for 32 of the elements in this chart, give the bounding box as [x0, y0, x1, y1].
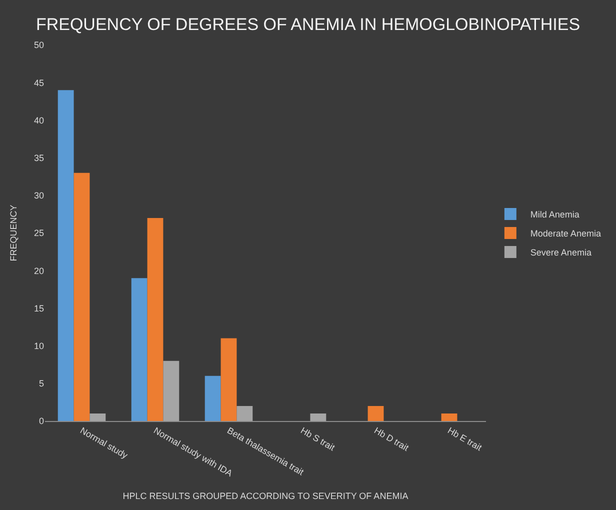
bar [163, 360, 180, 421]
bar [204, 376, 221, 421]
y-tick-label: 15 [34, 303, 44, 314]
x-tick-label: Hb D trait [372, 425, 411, 454]
x-axis-title: HPLC RESULTS GROUPED ACCORDING TO SEVERITY OF ANEMIA [122, 491, 408, 502]
legend-label: Mild Anemia [530, 210, 580, 220]
y-tick-label: 45 [34, 78, 44, 88]
x-tick-label: Hb E trait [446, 425, 484, 453]
bar [74, 172, 90, 421]
x-tick-label: Hb S trait [299, 425, 337, 453]
bar [368, 406, 384, 421]
y-tick-label: 5 [38, 378, 44, 389]
bar [310, 413, 326, 421]
bar [147, 218, 164, 421]
y-tick-label: 25 [34, 228, 44, 238]
bar [441, 413, 458, 421]
bar [90, 413, 106, 421]
chart-title: FREQUENCY OF DEGREES OF ANEMIA IN HEMOGLOBINOPATHIES [36, 14, 580, 34]
legend-label: Severe Anemia [530, 248, 592, 258]
y-axis-title: FREQUENCY [8, 204, 18, 262]
y-tick-label: 20 [34, 266, 44, 276]
bar [58, 90, 74, 421]
bar [220, 338, 237, 421]
bar [236, 406, 253, 421]
y-tick-label: 10 [34, 340, 44, 351]
y-tick-label: 0 [38, 416, 44, 426]
bar [131, 278, 148, 421]
y-tick-label: 50 [34, 40, 44, 50]
legend-label: Moderate Anemia [530, 228, 601, 239]
y-tick-label: 35 [34, 152, 44, 163]
y-tick-label: 30 [34, 190, 44, 201]
y-tick-label: 40 [34, 115, 44, 126]
